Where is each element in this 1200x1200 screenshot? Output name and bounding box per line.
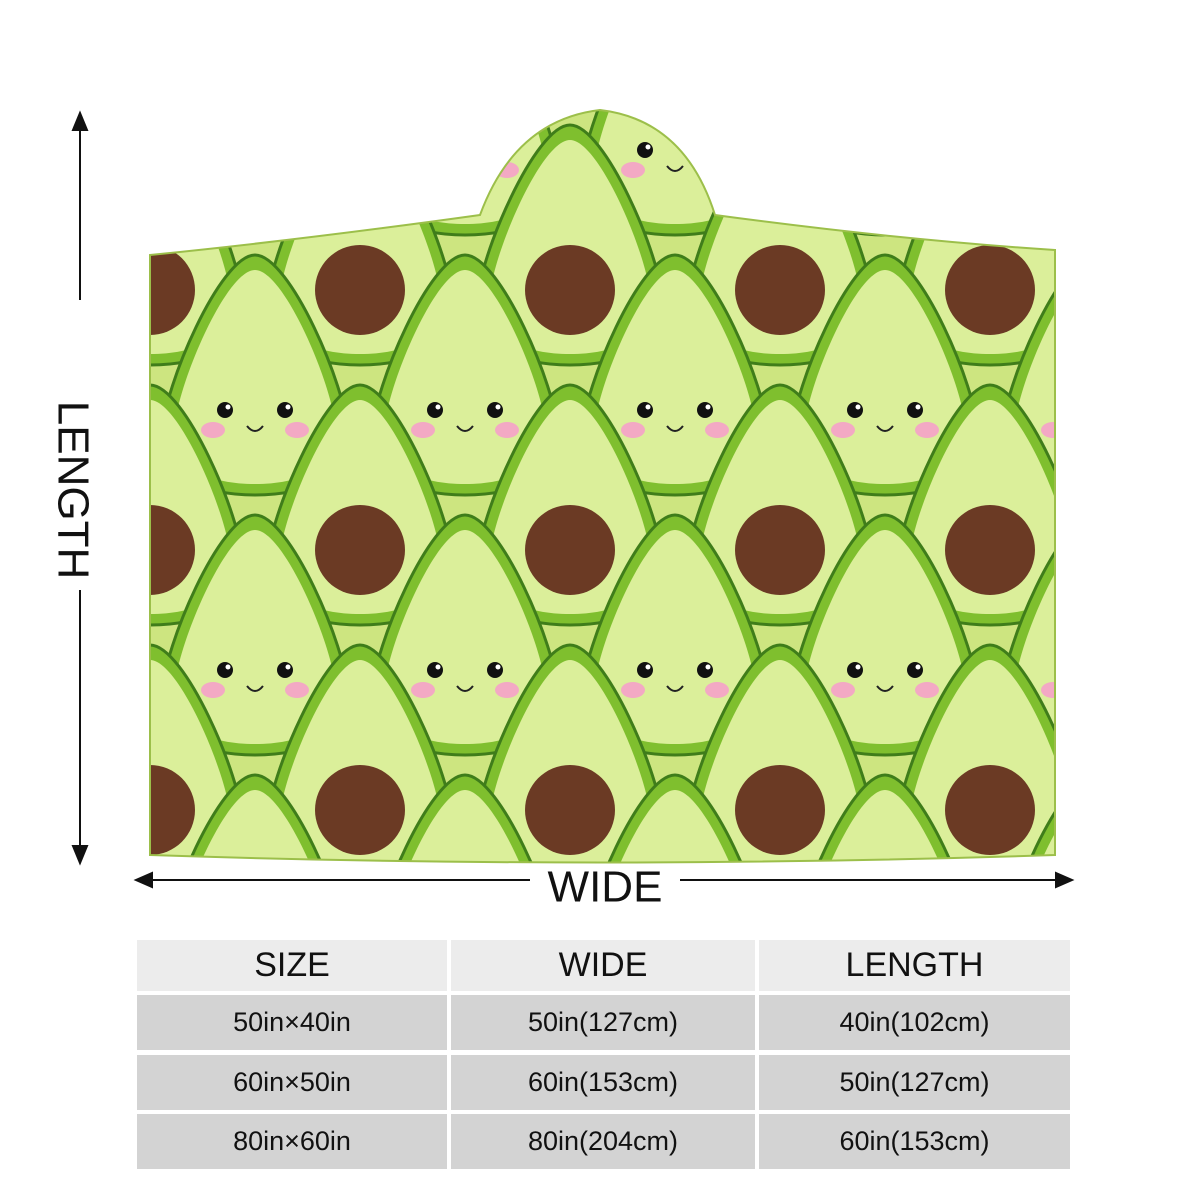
table-header-cell: LENGTH [759, 940, 1070, 991]
wide-label: WIDE [548, 863, 663, 912]
product-illustration: LENGTH WIDE [48, 108, 1075, 912]
blanket [149, 108, 1056, 864]
table-cell: 80in×60in [137, 1114, 447, 1169]
table-header-cell: SIZE [137, 940, 447, 991]
table-cell: 50in×40in [137, 995, 447, 1050]
wide-arrow [133, 871, 1075, 889]
table-cell: 50in(127cm) [759, 1055, 1070, 1110]
table-cell: 60in(153cm) [451, 1055, 755, 1110]
table-header-cell: WIDE [451, 940, 755, 991]
table-cell: 80in(204cm) [451, 1114, 755, 1169]
table-cell: 50in(127cm) [451, 995, 755, 1050]
length-label: LENGTH [48, 401, 97, 579]
table-cell: 60in(153cm) [759, 1114, 1070, 1169]
length-arrow [71, 110, 89, 866]
table-cell: 40in(102cm) [759, 995, 1070, 1050]
table-cell: 60in×50in [137, 1055, 447, 1110]
